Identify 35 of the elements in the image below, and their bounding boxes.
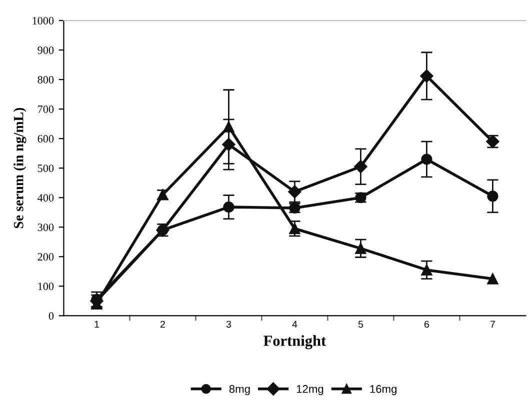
- point: [288, 185, 302, 198]
- x-tick-label: 4: [292, 320, 298, 328]
- y-tick-label: 900: [38, 46, 54, 54]
- point: [354, 160, 368, 174]
- y-axis-title: Se serum (in ng/mL): [14, 108, 26, 228]
- y-tick-label: 400: [38, 194, 54, 202]
- y-tick-label: 200: [38, 253, 54, 261]
- point: [222, 138, 236, 152]
- y-tick-label: 600: [38, 135, 54, 143]
- y-tick-label: 0: [48, 312, 54, 320]
- point: [355, 242, 366, 254]
- point: [487, 273, 498, 284]
- point: [487, 190, 498, 202]
- y-tick-label: 100: [38, 282, 54, 290]
- legend-label: 8mg: [229, 385, 250, 396]
- y-tick-label: 500: [38, 164, 54, 172]
- legend-label: 12mg: [296, 385, 324, 396]
- x-tick-label: 5: [358, 320, 363, 328]
- y-tick-label: 1000: [32, 16, 54, 24]
- y-tick-label: 800: [38, 76, 54, 84]
- y-tick-label: 300: [38, 224, 54, 232]
- x-tick-label: 2: [160, 320, 165, 328]
- point: [289, 223, 300, 234]
- y-tick-label: 700: [38, 106, 54, 114]
- point: [421, 154, 432, 165]
- x-tick-label: 3: [226, 320, 231, 328]
- x-tick-label: 7: [490, 320, 495, 328]
- x-axis-title: Fortnight: [264, 335, 326, 350]
- point: [420, 69, 434, 83]
- x-tick-label: 1: [94, 320, 99, 328]
- point: [421, 264, 432, 276]
- legend-label: 16mg: [370, 385, 396, 396]
- x-tick-label: 6: [424, 320, 429, 328]
- point: [223, 202, 234, 213]
- point: [223, 121, 234, 132]
